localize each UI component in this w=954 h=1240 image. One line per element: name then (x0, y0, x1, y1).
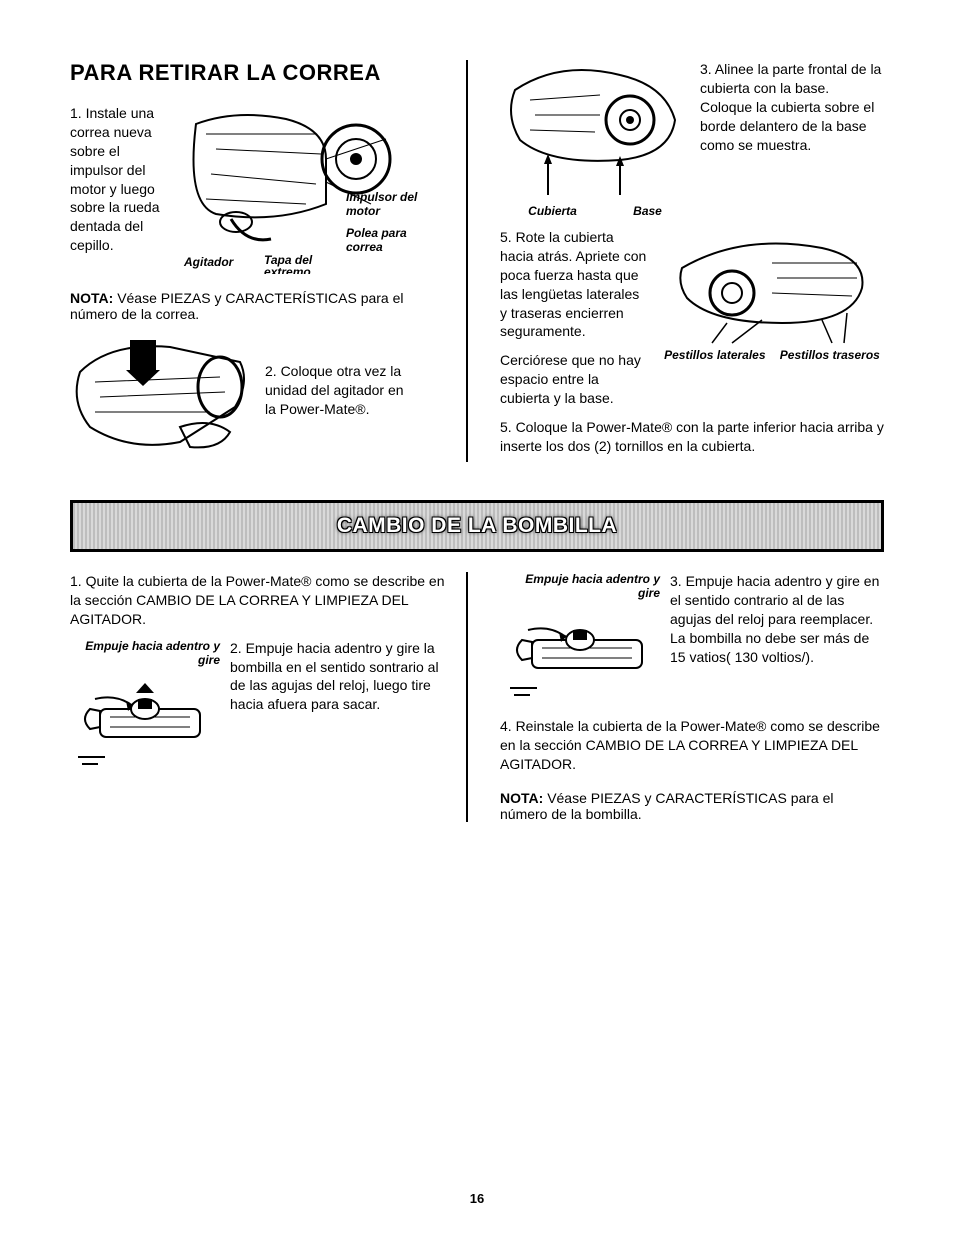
label-pestillos-traseros: Pestillos traseros (780, 348, 880, 362)
step2-text: 2. Coloque otra vez la unidad del agitad… (265, 332, 405, 419)
page-number: 16 (0, 1191, 954, 1206)
label-base: Base (633, 204, 662, 218)
step1-text: 1. Instale una correa nueva sobre el imp… (70, 104, 166, 255)
step2-row: 2. Coloque otra vez la unidad del agitad… (70, 332, 454, 462)
label-polea: Polea para correa (346, 226, 426, 254)
section-banner: CAMBIO DE LA BOMBILLA (70, 500, 884, 552)
fig-caption-right: Empuje hacia adentro y gire (500, 572, 660, 600)
label-pestillos-laterales: Pestillos laterales (664, 348, 765, 362)
figure5-block: Pestillos laterales Pestillos traseros (660, 228, 884, 362)
bottom-right-column: Empuje hacia adentro y gire 3. Empuje ha… (488, 572, 884, 822)
step5a-text: 5. Rote la cubierta hacia atrás. Apriete… (500, 228, 650, 341)
step3-text: 3. Alinee la parte frontal de la cubiert… (700, 60, 884, 154)
s2-step2-row: Empuje hacia adentro y gire 2. Empuje ha… (70, 639, 454, 774)
note1-label: NOTA: (70, 290, 113, 306)
step3-row: Cubierta Base 3. Alinee la parte frontal… (500, 60, 884, 218)
bottom-left-column: 1. Quite la cubierta de la Power-Mate® c… (70, 572, 468, 822)
svg-text:Agitador: Agitador (183, 255, 235, 269)
step5a-group: 5. Rote la cubierta hacia atrás. Apriete… (500, 228, 650, 408)
section-title: PARA RETIRAR LA CORREA (70, 60, 454, 86)
s2-note-text: Véase PIEZAS y CARACTERÍSTICAS para el n… (500, 790, 834, 822)
s2-step1: 1. Quite la cubierta de la Power-Mate® c… (70, 572, 454, 629)
s2-step3: 3. Empuje hacia adentro y gire en el sen… (670, 572, 884, 666)
s2-note: NOTA: Véase PIEZAS y CARACTERÍSTICAS par… (500, 790, 884, 822)
s2-step4: 4. Reinstale la cubierta de la Power-Mat… (500, 717, 884, 774)
top-section: PARA RETIRAR LA CORREA 1. Instale una co… (70, 60, 884, 462)
banner-title: CAMBIO DE LA BOMBILLA (337, 514, 617, 538)
note1-text: Véase PIEZAS y CARACTERÍSTICAS para el n… (70, 290, 404, 322)
figure-cover-base (500, 60, 690, 210)
manual-page: PARA RETIRAR LA CORREA 1. Instale una co… (70, 60, 884, 822)
figure-agitator-insert (70, 332, 255, 462)
step1-row: 1. Instale una correa nueva sobre el imp… (70, 104, 454, 274)
figure-bulb-remove: Empuje hacia adentro y gire (70, 639, 220, 774)
s2-step3-row: Empuje hacia adentro y gire 3. Empuje ha… (500, 572, 884, 707)
fig-caption-left: Empuje hacia adentro y gire (70, 639, 220, 667)
bottom-section: 1. Quite la cubierta de la Power-Mate® c… (70, 572, 884, 822)
step5a-cont: Cerciórese que no hay espacio entre la c… (500, 351, 650, 408)
step5-row: 5. Rote la cubierta hacia atrás. Apriete… (500, 228, 884, 408)
label-cubierta: Cubierta (528, 204, 577, 218)
figure-bulb-install: Empuje hacia adentro y gire (500, 572, 660, 707)
s2-note-label: NOTA: (500, 790, 543, 806)
label-impulsor: Impulsor del motor (346, 190, 426, 218)
figure-latches (660, 228, 884, 348)
svg-text:extremo: extremo (264, 265, 311, 274)
step5b: 5. Coloque la Power-Mate® con la parte i… (500, 418, 884, 456)
note-1: NOTA: Véase PIEZAS y CARACTERÍSTICAS par… (70, 290, 454, 322)
s2-step2: 2. Empuje hacia adentro y gire la bombil… (230, 639, 454, 715)
left-column: PARA RETIRAR LA CORREA 1. Instale una co… (70, 60, 468, 462)
right-column: Cubierta Base 3. Alinee la parte frontal… (488, 60, 884, 462)
figure3-block: Cubierta Base (500, 60, 690, 218)
